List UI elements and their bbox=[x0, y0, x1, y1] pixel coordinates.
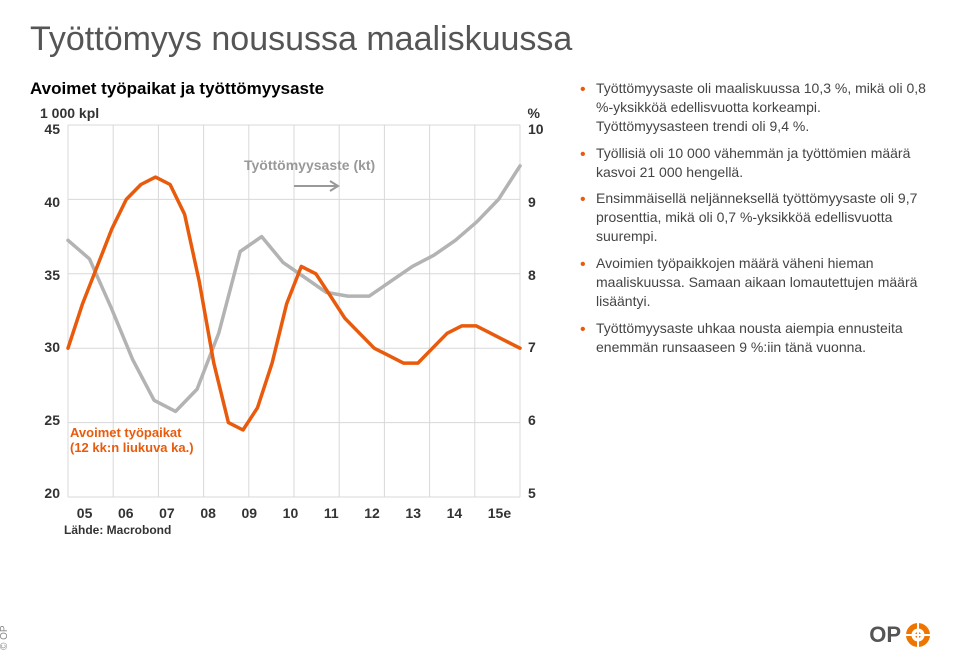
x-tick: 13 bbox=[405, 505, 421, 521]
bullet-item: Työllisiä oli 10 000 vähemmän ja työttöm… bbox=[580, 144, 929, 182]
chart-box: 45 40 35 30 25 20 Työttömyysaste (kt) Avoimet… bbox=[30, 121, 550, 501]
bullet-item: Työttömyysaste uhkaa nousta aiempia ennu… bbox=[580, 319, 929, 357]
chart-source: Lähde: Macrobond bbox=[30, 523, 550, 537]
logo-icon bbox=[905, 622, 931, 648]
y-left-tick: 25 bbox=[34, 412, 60, 428]
copyright-footer: © OP bbox=[0, 625, 10, 650]
y-left-tick: 20 bbox=[34, 485, 60, 501]
vacancies-series-label: Avoimet työpaikat (12 kk:n liukuva ka.) bbox=[70, 425, 194, 455]
chart-column: Avoimet työpaikat ja työttömyysaste 1 00… bbox=[30, 79, 550, 537]
x-tick: 15e bbox=[488, 505, 511, 521]
vacancies-label-line1: Avoimet työpaikat bbox=[70, 425, 194, 440]
x-tick: 09 bbox=[241, 505, 257, 521]
x-tick: 14 bbox=[447, 505, 463, 521]
y-right-tick: 6 bbox=[528, 412, 546, 428]
y-left-axis: 45 40 35 30 25 20 bbox=[30, 121, 64, 501]
rate-series-label: Työttömyysaste (kt) bbox=[244, 157, 375, 173]
y-right-tick: 7 bbox=[528, 339, 546, 355]
axis-units-row: 1 000 kpl % bbox=[30, 105, 550, 121]
x-tick: 10 bbox=[283, 505, 299, 521]
y-right-tick: 5 bbox=[528, 485, 546, 501]
content-row: Avoimet työpaikat ja työttömyysaste 1 00… bbox=[30, 79, 929, 537]
logo-text: OP bbox=[869, 622, 901, 648]
bullet-item: Ensimmäisellä neljänneksellä työttömyysa… bbox=[580, 189, 929, 246]
x-tick: 12 bbox=[364, 505, 380, 521]
x-axis: 05 06 07 08 09 10 11 12 13 14 15e bbox=[30, 505, 550, 521]
bullet-list: Työttömyysaste oli maaliskuussa 10,3 %, … bbox=[580, 79, 929, 365]
y-right-tick: 8 bbox=[528, 267, 546, 283]
y-left-tick: 45 bbox=[34, 121, 60, 137]
x-tick: 08 bbox=[200, 505, 216, 521]
page-title: Työttömyys nousussa maaliskuussa bbox=[30, 20, 929, 59]
x-tick: 06 bbox=[118, 505, 134, 521]
y-right-axis: 10 9 8 7 6 5 bbox=[524, 121, 550, 501]
y-left-tick: 35 bbox=[34, 267, 60, 283]
x-tick: 11 bbox=[324, 505, 339, 521]
y-left-tick: 30 bbox=[34, 339, 60, 355]
plot-area: Työttömyysaste (kt) Avoimet työpaikat (1… bbox=[64, 121, 524, 501]
y-right-tick: 10 bbox=[528, 121, 546, 137]
bullet-item: Avoimien työpaikkojen määrä väheni hiema… bbox=[580, 254, 929, 311]
y-right-tick: 9 bbox=[528, 194, 546, 210]
brand-logo: OP bbox=[869, 622, 931, 648]
chart-title: Avoimet työpaikat ja työttömyysaste bbox=[30, 79, 550, 99]
arrow-right-icon bbox=[294, 179, 344, 193]
x-tick: 05 bbox=[77, 505, 93, 521]
y-left-unit: 1 000 kpl bbox=[40, 105, 99, 121]
y-right-unit: % bbox=[528, 105, 540, 121]
bullet-item: Työttömyysaste oli maaliskuussa 10,3 %, … bbox=[580, 79, 929, 136]
vacancies-label-line2: (12 kk:n liukuva ka.) bbox=[70, 440, 194, 455]
x-tick: 07 bbox=[159, 505, 175, 521]
y-left-tick: 40 bbox=[34, 194, 60, 210]
